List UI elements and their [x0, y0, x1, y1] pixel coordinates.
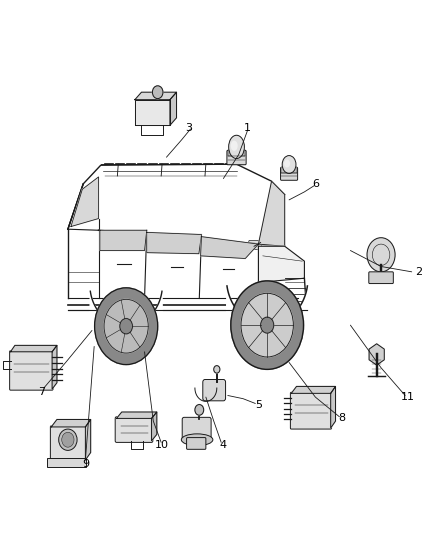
- Polygon shape: [258, 246, 304, 282]
- Polygon shape: [135, 100, 170, 125]
- Polygon shape: [85, 419, 91, 460]
- Polygon shape: [147, 232, 201, 254]
- Polygon shape: [369, 344, 384, 365]
- Text: 5: 5: [255, 400, 262, 410]
- Bar: [282, 167, 297, 173]
- Text: 2: 2: [415, 267, 422, 277]
- Ellipse shape: [282, 156, 296, 173]
- Text: 7: 7: [38, 387, 45, 397]
- Polygon shape: [291, 386, 336, 393]
- FancyBboxPatch shape: [290, 392, 332, 429]
- Circle shape: [120, 319, 132, 334]
- Polygon shape: [152, 412, 157, 441]
- Circle shape: [231, 281, 304, 369]
- Ellipse shape: [231, 141, 238, 151]
- Bar: [47, 458, 86, 467]
- Circle shape: [241, 293, 293, 357]
- FancyBboxPatch shape: [203, 379, 226, 401]
- Circle shape: [95, 288, 158, 365]
- Circle shape: [261, 317, 274, 333]
- FancyBboxPatch shape: [10, 351, 53, 390]
- Circle shape: [104, 300, 148, 353]
- Polygon shape: [51, 419, 91, 427]
- Polygon shape: [135, 92, 177, 100]
- Polygon shape: [11, 345, 57, 352]
- Circle shape: [152, 86, 163, 99]
- Polygon shape: [331, 386, 336, 428]
- Text: 11: 11: [400, 392, 414, 402]
- Text: 3: 3: [185, 123, 192, 133]
- Circle shape: [214, 366, 220, 373]
- FancyBboxPatch shape: [369, 272, 393, 284]
- Polygon shape: [201, 237, 258, 259]
- Text: 4: 4: [220, 440, 227, 450]
- Ellipse shape: [284, 159, 290, 167]
- Polygon shape: [117, 412, 157, 418]
- Polygon shape: [170, 92, 177, 125]
- Ellipse shape: [229, 135, 244, 158]
- Text: 6: 6: [312, 179, 319, 189]
- Polygon shape: [100, 230, 147, 251]
- Ellipse shape: [59, 429, 77, 450]
- FancyBboxPatch shape: [249, 240, 261, 249]
- Polygon shape: [90, 291, 162, 326]
- Text: 8: 8: [338, 414, 345, 423]
- Bar: [228, 150, 245, 156]
- FancyBboxPatch shape: [187, 438, 206, 449]
- Text: 9: 9: [82, 459, 89, 469]
- Ellipse shape: [181, 434, 213, 446]
- Polygon shape: [258, 181, 285, 246]
- Polygon shape: [71, 177, 99, 227]
- Circle shape: [367, 238, 395, 272]
- Polygon shape: [52, 345, 57, 389]
- Circle shape: [195, 405, 204, 415]
- FancyBboxPatch shape: [182, 417, 211, 442]
- FancyBboxPatch shape: [281, 167, 297, 180]
- FancyBboxPatch shape: [50, 426, 86, 461]
- Text: 10: 10: [155, 440, 169, 450]
- FancyBboxPatch shape: [227, 150, 246, 165]
- Ellipse shape: [62, 432, 74, 447]
- Polygon shape: [226, 286, 308, 325]
- Text: 1: 1: [244, 123, 251, 133]
- FancyBboxPatch shape: [115, 417, 153, 442]
